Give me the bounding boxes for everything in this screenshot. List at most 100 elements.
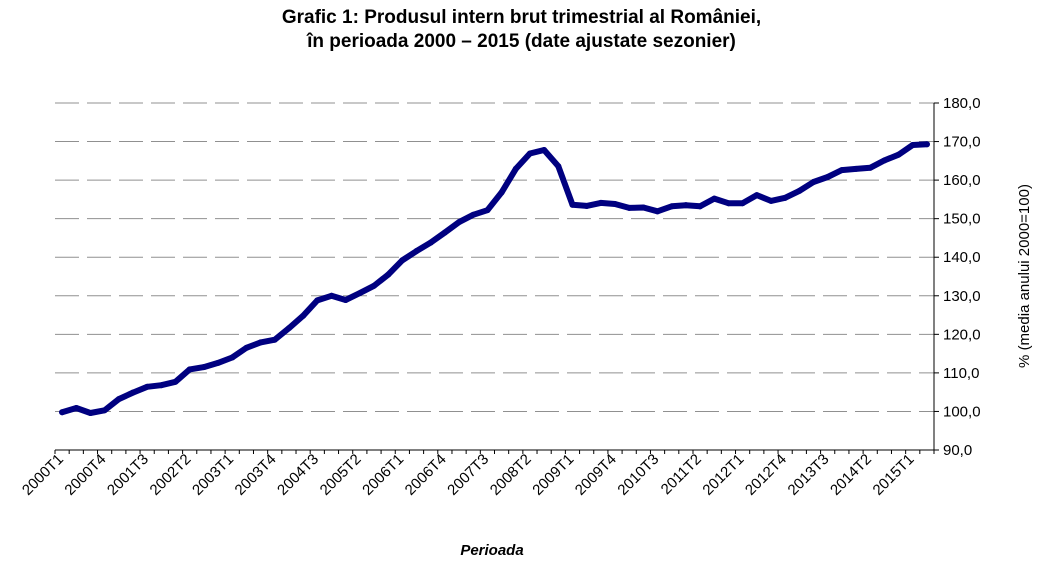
x-tick-label: 2003T4 xyxy=(232,451,280,499)
data-point xyxy=(427,239,434,246)
x-tick-label: 2009T1 xyxy=(529,451,577,499)
data-point xyxy=(853,165,860,172)
data-point xyxy=(838,167,845,174)
x-axis-title: Perioada xyxy=(460,542,523,559)
gridlines xyxy=(55,102,934,412)
data-point xyxy=(555,163,562,170)
data-point xyxy=(796,187,803,194)
y-tick-label: 160,0 xyxy=(943,172,981,189)
data-point xyxy=(923,141,930,148)
data-point xyxy=(810,179,817,186)
data-point xyxy=(73,404,80,411)
y-tick-label: 180,0 xyxy=(943,95,981,112)
x-tick-label: 2008T2 xyxy=(487,451,535,499)
chart-title: Grafic 1: Produsul intern brut trimestri… xyxy=(281,7,762,28)
data-point xyxy=(456,219,463,226)
y-tick-label: 120,0 xyxy=(943,326,981,343)
y-axis-ticks: 90,0 100,0 110,0 120,0 130,0 140,0 150,0 160,0 1… xyxy=(934,95,981,459)
data-point xyxy=(87,409,94,416)
data-point xyxy=(101,407,108,414)
x-tick-label: 2012T4 xyxy=(742,451,790,499)
data-point xyxy=(328,292,335,299)
x-tick-label: 2014T2 xyxy=(827,451,875,499)
data-point xyxy=(441,229,448,236)
data-point xyxy=(470,211,477,218)
data-point xyxy=(115,396,122,403)
x-tick-label: 2011T2 xyxy=(658,451,705,498)
data-point xyxy=(271,336,278,343)
data-point xyxy=(356,290,363,297)
data-point xyxy=(753,192,760,199)
x-tick-label: 2001T3 xyxy=(104,451,152,499)
data-point xyxy=(229,354,236,361)
data-point xyxy=(59,409,66,416)
x-tick-label: 2015T1 xyxy=(870,451,918,499)
data-point xyxy=(711,195,718,202)
data-point xyxy=(824,174,831,181)
data-point xyxy=(243,344,250,351)
data-point xyxy=(144,383,151,390)
x-tick-label: 2013T3 xyxy=(785,451,833,499)
x-axis-ticks: 2000T12000T42001T32002T22003T12003T42004… xyxy=(19,450,935,499)
data-point xyxy=(697,203,704,210)
data-point xyxy=(583,202,590,209)
data-point xyxy=(370,282,377,289)
x-tick-label: 2000T4 xyxy=(61,451,109,499)
y-tick-label: 100,0 xyxy=(943,403,981,420)
chart-title-block: Grafic 1: Produsul intern brut trimestri… xyxy=(0,6,1043,54)
data-point xyxy=(257,339,264,346)
data-point xyxy=(186,366,193,373)
x-tick-label: 2004T3 xyxy=(274,451,322,499)
data-point xyxy=(215,359,222,366)
data-point xyxy=(739,200,746,207)
y-tick-label: 110,0 xyxy=(943,365,979,382)
data-point xyxy=(895,151,902,158)
x-tick-label: 2003T1 xyxy=(189,451,237,499)
x-tick-label: 2006T1 xyxy=(359,451,407,499)
data-point xyxy=(399,257,406,264)
data-point xyxy=(172,378,179,385)
x-tick-label: 2006T4 xyxy=(402,451,450,499)
data-point xyxy=(158,382,165,389)
data-point xyxy=(640,204,647,211)
y-tick-label: 140,0 xyxy=(943,249,981,266)
data-point xyxy=(129,389,136,396)
x-tick-label: 2012T1 xyxy=(699,451,747,499)
data-point xyxy=(654,208,661,215)
data-point xyxy=(385,271,392,278)
data-point xyxy=(668,203,675,210)
x-tick-label: 2009T4 xyxy=(572,451,620,499)
data-point xyxy=(342,297,349,304)
data-point xyxy=(626,204,633,211)
data-point xyxy=(682,202,689,209)
data-point xyxy=(526,150,533,157)
y-tick-label: 130,0 xyxy=(943,288,981,305)
x-tick-label: 2007T3 xyxy=(444,451,492,499)
x-tick-label: 2010T3 xyxy=(614,451,662,499)
y-tick-label: 90,0 xyxy=(943,442,972,459)
data-point xyxy=(300,312,307,319)
chart-subtitle: în perioada 2000 – 2015 (date ajustate s… xyxy=(307,31,736,52)
y-axis-title: % (media anului 2000=100) xyxy=(1016,184,1033,368)
data-point xyxy=(512,165,519,172)
data-point xyxy=(484,207,491,214)
data-point xyxy=(782,194,789,201)
data-point xyxy=(498,189,505,196)
data-point xyxy=(612,201,619,208)
x-tick-label: 2000T1 xyxy=(19,451,67,499)
data-point xyxy=(881,157,888,164)
data-point xyxy=(314,297,321,304)
data-point xyxy=(867,164,874,171)
y-tick-label: 150,0 xyxy=(943,211,981,228)
data-point xyxy=(597,199,604,206)
data-point xyxy=(285,325,292,332)
data-point xyxy=(767,197,774,204)
data-point xyxy=(909,142,916,149)
x-tick-label: 2002T2 xyxy=(147,451,195,499)
data-point xyxy=(541,147,548,154)
x-tick-label: 2005T2 xyxy=(317,451,365,499)
data-point xyxy=(725,200,732,207)
data-point xyxy=(413,248,420,255)
y-tick-label: 170,0 xyxy=(943,134,981,151)
